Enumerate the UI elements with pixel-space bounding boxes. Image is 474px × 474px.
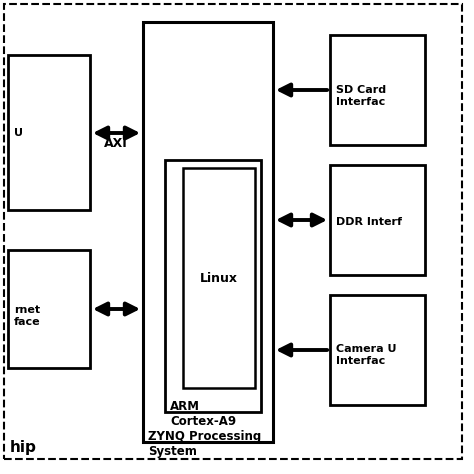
- Bar: [8, 250, 90, 368]
- Text: DDR Interf: DDR Interf: [336, 217, 402, 227]
- Text: hip: hip: [10, 440, 37, 455]
- Bar: [165, 160, 261, 412]
- Text: rnet
face: rnet face: [14, 305, 41, 327]
- Text: ARM
Cortex-A9: ARM Cortex-A9: [170, 400, 236, 428]
- Text: Linux: Linux: [200, 272, 238, 284]
- Text: AXI: AXI: [104, 137, 128, 150]
- Text: U: U: [14, 128, 23, 138]
- Bar: [183, 168, 255, 388]
- Bar: [330, 35, 425, 145]
- Text: SD Card
Interfac: SD Card Interfac: [336, 85, 386, 107]
- Text: ZYNQ Processing
System: ZYNQ Processing System: [148, 430, 261, 458]
- Bar: [8, 55, 90, 210]
- Bar: [143, 22, 273, 442]
- Bar: [330, 295, 425, 405]
- Text: Camera U
Interfac: Camera U Interfac: [336, 344, 396, 366]
- Bar: [330, 165, 425, 275]
